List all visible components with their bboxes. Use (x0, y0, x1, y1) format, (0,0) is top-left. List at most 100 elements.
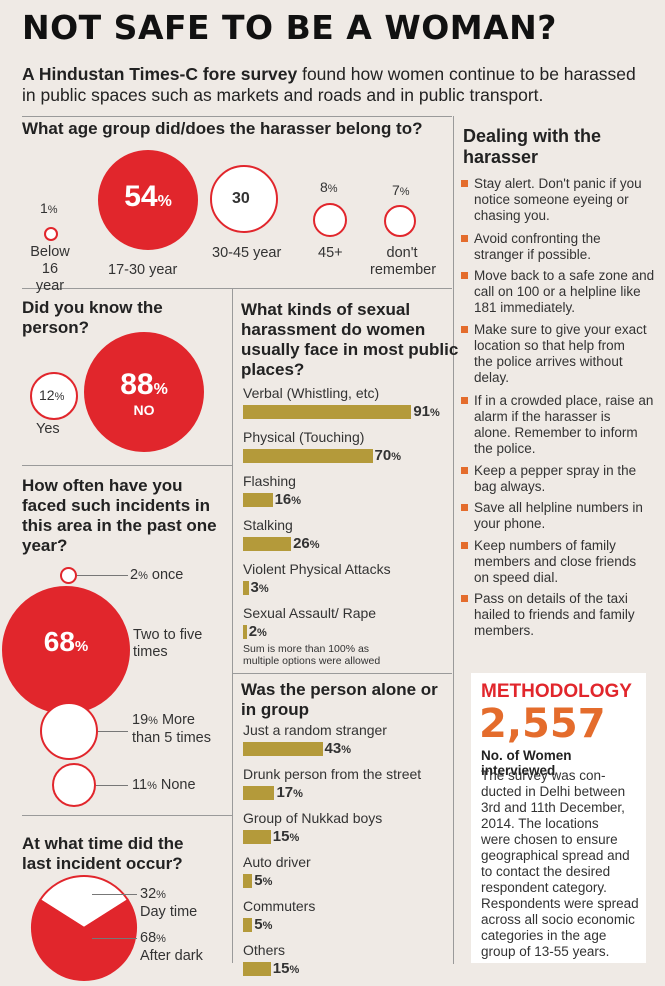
kinds-bar (243, 625, 247, 639)
often-leader-none (96, 785, 128, 786)
age-circle-30-45 (210, 165, 278, 233)
age-pct-dont-remember: 7% (392, 182, 410, 198)
alone-bar (243, 742, 323, 756)
tip-bullet (461, 397, 468, 404)
alone-bar (243, 830, 271, 844)
kinds-label: Flashing (243, 473, 296, 489)
tip-text: Pass on details of the taxi hailed to fri… (474, 591, 635, 638)
often-circle-none (52, 763, 96, 807)
tip-text: Stay alert. Don't panic if you notice som… (474, 176, 642, 223)
know-circle-no (84, 332, 204, 452)
tip-bullet (461, 504, 468, 511)
methodology-text: The survey was con-ducted in Delhi betwe… (481, 768, 641, 960)
time-pie-chart (31, 875, 137, 981)
methodology-box: METHODOLOGY 2,557 No. of Women interview… (471, 673, 646, 963)
alone-bar (243, 962, 271, 976)
age-label-below16: Below 16 year (30, 244, 70, 294)
divider-middle (232, 288, 233, 963)
time-label-day: 32% Day time (140, 886, 198, 920)
know-pct-yes: 12% (39, 387, 65, 403)
kinds-bar (243, 405, 412, 419)
alone-value: 15% (272, 828, 300, 845)
time-label-dark: 68% After dark (140, 930, 203, 964)
time-leader-day (92, 894, 137, 895)
alone-label: Group of Nukkad boys (243, 810, 383, 826)
methodology-number: 2,557 (479, 701, 606, 747)
tip-text: Save all helpline numbers in your phone. (474, 500, 643, 531)
age-circle-45plus (313, 203, 347, 237)
divider-often (22, 815, 232, 816)
page-title: NOT SAFE TO BE A WOMAN? (22, 8, 557, 47)
tip-text: Move back to a safe zone and call on 100 … (474, 268, 655, 315)
pie-slice-dark (31, 898, 137, 981)
age-question: What age group did/does the harasser bel… (22, 119, 423, 138)
kinds-label: Stalking (243, 517, 293, 533)
alone-bar (243, 874, 253, 888)
often-circle-more5 (40, 702, 98, 760)
methodology-line: ducted in Delhi between (481, 784, 626, 799)
kinds-value: 26% (293, 535, 320, 552)
often-pct-2to5: 68% (43, 626, 89, 657)
kinds-value: 2% (248, 623, 267, 640)
methodology-line: categories in the age (481, 928, 607, 943)
kinds-note: Sum is more than 100% as multiple options… (243, 643, 381, 667)
tip-text: Keep a pepper spray in the bag always. (474, 463, 637, 494)
age-circle-below16 (44, 227, 58, 241)
kinds-value: 70% (374, 447, 401, 464)
methodology-line: to contact the desired (481, 864, 611, 879)
tip-bullet (461, 235, 468, 242)
methodology-line: were chosen to ensure (481, 832, 618, 847)
divider-right-column (453, 116, 454, 964)
kinds-value: 3% (250, 579, 269, 596)
methodology-subtitle: No. of Women interviewed (481, 748, 572, 778)
methodology-title: METHODOLOGY (481, 681, 632, 702)
kinds-value: 91% (413, 403, 440, 420)
tip-bullet (461, 326, 468, 333)
often-label-2to5: Two to five times (133, 627, 203, 660)
alone-value: 5% (254, 916, 273, 933)
tip-text: If in a crowded place, raise an alarm if … (474, 393, 654, 456)
alone-label: Auto driver (243, 854, 311, 870)
age-circle-dont-remember (384, 205, 416, 237)
kinds-bar (243, 449, 373, 463)
methodology-line: Respondents were spread (481, 896, 639, 911)
intro-lead: A Hindustan Times-C fore survey (22, 64, 298, 84)
age-pct-30-45: 30 (232, 190, 250, 207)
alone-value: 5% (254, 872, 273, 889)
kinds-label: Physical (Touching) (243, 429, 365, 445)
tip-bullet (461, 272, 468, 279)
often-question: How often have you faced such incidents i… (22, 476, 217, 555)
age-label-17-30: 17-30 year (108, 262, 178, 278)
tip-bullet (461, 542, 468, 549)
pie-slice-day (38, 875, 130, 930)
know-pct-no: 88% (120, 368, 168, 401)
often-leader-once (77, 575, 128, 576)
alone-label: Just a random stranger (243, 722, 387, 738)
divider-kinds (232, 673, 452, 674)
tip-bullet (461, 467, 468, 474)
age-pct-below16: 1% (40, 200, 58, 216)
often-circle-2to5 (2, 586, 130, 714)
methodology-line: 2014. The locations (481, 816, 599, 831)
alone-label: Others (243, 942, 286, 958)
tip-text: Make sure to give your exact location so … (474, 322, 647, 385)
kinds-question: What kinds of sexual harassment do women u… (241, 300, 459, 379)
alone-value: 17% (276, 784, 303, 801)
tip-bullet (461, 180, 468, 187)
know-question: Did you know the person? (22, 298, 163, 337)
know-label-no: NO (133, 402, 155, 418)
alone-question: Was the person alone or in group (241, 680, 438, 719)
alone-bar (243, 786, 275, 800)
tip-bullet (461, 595, 468, 602)
know-label-yes: Yes (36, 421, 60, 437)
methodology-line: across all socio economic (481, 912, 635, 927)
divider-know (22, 465, 232, 466)
methodology-line: geographical spread and (481, 848, 630, 863)
intro-body: found how women continue to be harassed … (22, 64, 636, 105)
age-pct-17-30: 54% (124, 180, 172, 213)
often-label-once: 2% once (130, 567, 184, 583)
know-circle-yes (30, 372, 78, 420)
kinds-label: Violent Physical Attacks (243, 561, 391, 577)
alone-bar (243, 918, 253, 932)
methodology-line: 3rd and 11th December, (481, 800, 625, 815)
